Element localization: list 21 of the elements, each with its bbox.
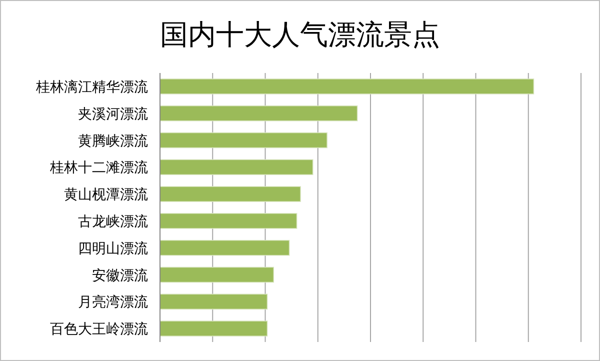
y-tick-label: 安徽漂流: [92, 268, 148, 284]
bar: [160, 240, 290, 256]
chart-title: 国内十大人气漂流景点: [160, 18, 440, 51]
bar: [160, 320, 268, 336]
bar: [160, 105, 358, 122]
y-tick-label: 桂林漓江精华漂流: [35, 79, 148, 96]
bar: [160, 294, 268, 310]
y-tick-label: 黄腾峡漂流: [78, 133, 148, 150]
bar: [160, 213, 298, 229]
bar: [160, 159, 314, 176]
bar: [160, 132, 328, 148]
bar: [160, 78, 534, 94]
y-tick-label: 黄山枧潭漂流: [64, 187, 148, 204]
y-tick-label: 夹溪河漂流: [78, 106, 148, 122]
y-tick-label: 古龙峡漂流: [78, 214, 148, 230]
y-tick-label: 四明山漂流: [78, 240, 148, 257]
y-tick-label: 桂林十二滩漂流: [49, 160, 148, 176]
y-tick-label: 月亮湾漂流: [78, 294, 148, 311]
bar: [160, 266, 274, 283]
bar: [160, 186, 301, 202]
y-tick-label: 百色大王岭漂流: [50, 322, 148, 338]
